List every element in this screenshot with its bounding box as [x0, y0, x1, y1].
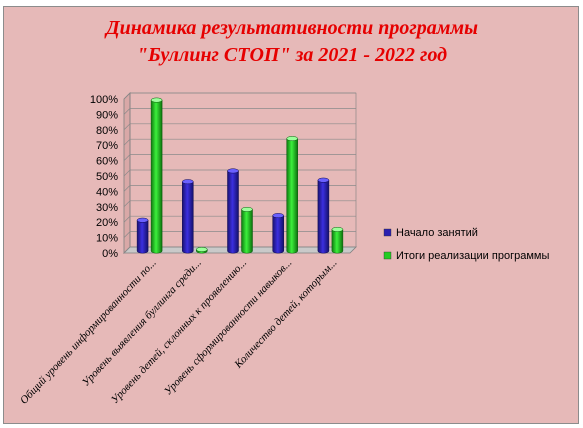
bar-body	[331, 229, 344, 254]
bar-top	[272, 213, 284, 219]
bar-body	[150, 99, 163, 254]
gridline	[123, 108, 356, 115]
chart-title-line-1: Динамика результативности программы	[104, 17, 478, 39]
bar	[182, 179, 194, 254]
legend-swatch	[383, 228, 392, 237]
y-tick-label: 0%	[102, 248, 118, 260]
bar-body	[272, 215, 284, 254]
bar-body	[136, 219, 149, 254]
bar-top	[227, 168, 239, 174]
bar-body	[182, 181, 194, 254]
chart: Динамика результативности программы "Бул…	[18, 17, 550, 407]
y-tick-label: 30%	[96, 202, 118, 214]
y-tick-label: 20%	[96, 217, 118, 229]
y-tick-label: 60%	[96, 156, 118, 168]
bar-body	[227, 170, 239, 254]
bar	[227, 168, 239, 254]
bar-top	[182, 179, 194, 185]
bar-top	[241, 206, 253, 212]
bar	[241, 206, 253, 254]
y-tick-label: 10%	[96, 233, 118, 245]
legend-label: Начало занятий	[396, 227, 478, 239]
legend: Начало занятий Итоги реализации программы	[383, 227, 549, 262]
gridline	[123, 154, 356, 161]
bar-top	[196, 247, 208, 252]
bar	[196, 247, 208, 254]
gridline	[123, 169, 356, 177]
chart-title-line-2: "Буллинг СТОП" за 2021 - 2022 год	[137, 44, 447, 66]
chart-frame: Динамика результативности программы "Бул…	[3, 6, 579, 424]
y-tick-label: 90%	[96, 109, 118, 121]
bar-body	[241, 209, 253, 254]
bar-top	[331, 226, 344, 232]
bar-body	[286, 138, 298, 254]
bar-top	[317, 177, 330, 183]
gridline	[123, 123, 356, 131]
bar-top	[136, 217, 149, 223]
bar-top	[150, 97, 163, 103]
gridline	[123, 185, 356, 192]
y-tick-label: 50%	[96, 171, 118, 183]
bar	[286, 136, 298, 254]
plot-area: 0%10%20%30%40%50%60%70%80%90%100%Общий у…	[18, 92, 357, 407]
bar	[331, 226, 344, 254]
gridline	[123, 138, 356, 146]
y-tick-label: 100%	[90, 94, 118, 106]
y-tick-label: 70%	[96, 140, 118, 152]
bar	[317, 177, 330, 254]
bar	[272, 213, 284, 254]
y-tick-label: 80%	[96, 125, 118, 137]
legend-label: Итоги реализации программы	[396, 250, 549, 262]
legend-swatch	[383, 251, 392, 260]
bar	[150, 97, 163, 254]
gridline	[123, 200, 356, 208]
y-tick-label: 40%	[96, 186, 118, 198]
bar-top	[286, 136, 298, 142]
bar-body	[317, 179, 330, 254]
gridline	[123, 92, 356, 100]
bar	[136, 217, 149, 254]
